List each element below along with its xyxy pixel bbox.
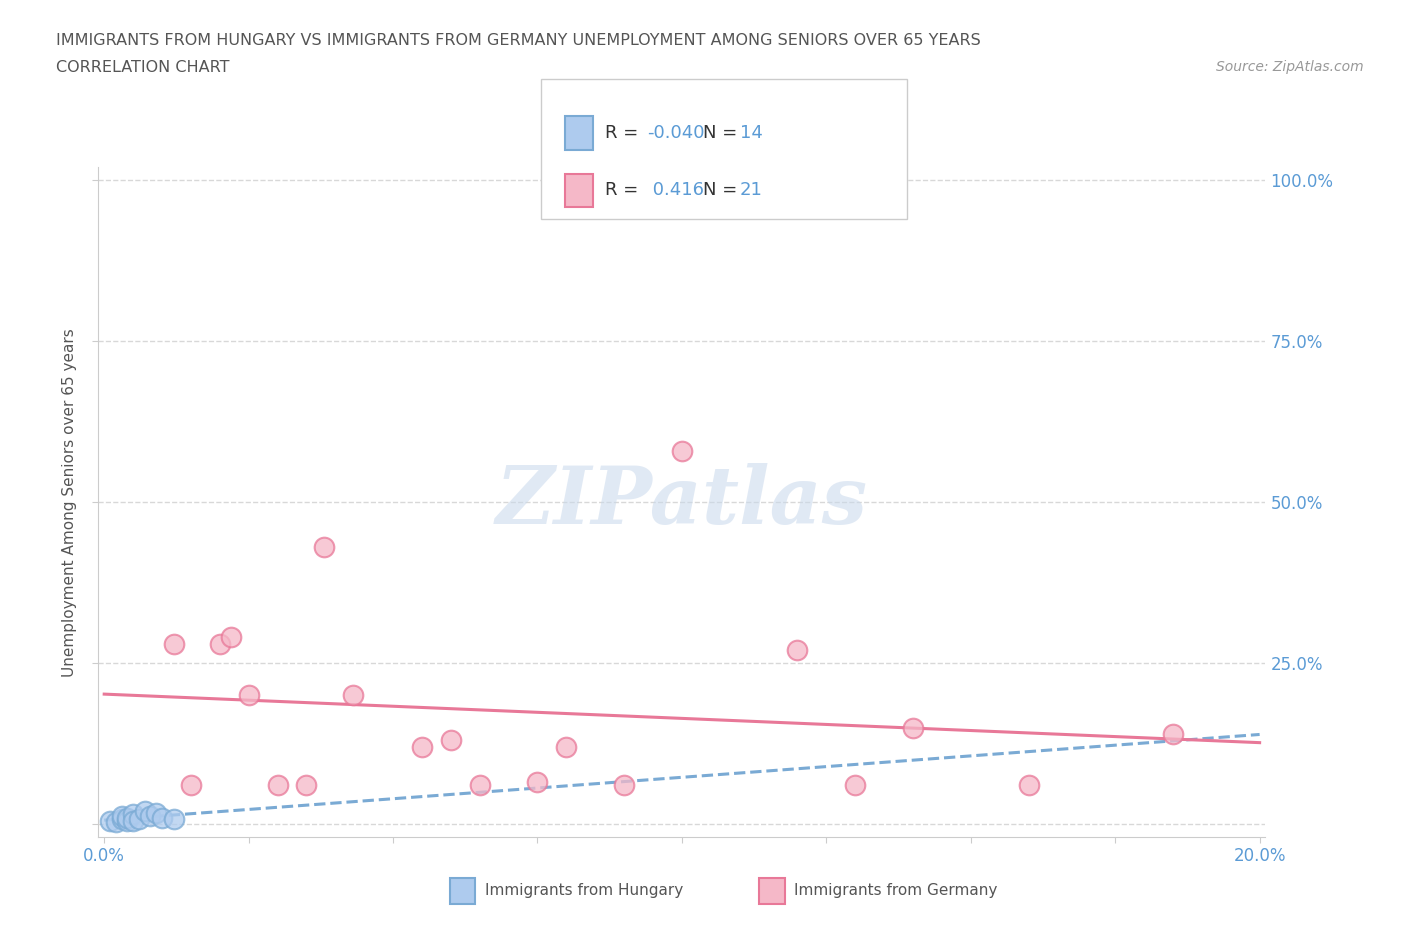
Text: R =: R =: [605, 181, 644, 199]
Point: [312, 539, 335, 554]
Point: [901, 720, 924, 735]
Point: [104, 815, 127, 830]
Text: 21: 21: [740, 181, 762, 199]
Point: [786, 643, 808, 658]
Point: [162, 812, 184, 827]
Point: [468, 778, 491, 793]
Point: [526, 775, 548, 790]
Text: IMMIGRANTS FROM HUNGARY VS IMMIGRANTS FROM GERMANY UNEMPLOYMENT AMONG SENIORS OV: IMMIGRANTS FROM HUNGARY VS IMMIGRANTS FR…: [56, 33, 981, 47]
Point: [440, 733, 463, 748]
Point: [844, 778, 866, 793]
Point: [613, 778, 636, 793]
Point: [1018, 778, 1040, 793]
Point: [139, 809, 162, 824]
Text: 0.416: 0.416: [647, 181, 704, 199]
Text: N =: N =: [703, 125, 742, 142]
Text: ZIPatlas: ZIPatlas: [496, 463, 868, 541]
Point: [134, 804, 156, 818]
Point: [1161, 726, 1184, 741]
Point: [98, 814, 121, 829]
Text: CORRELATION CHART: CORRELATION CHART: [56, 60, 229, 75]
Point: [238, 688, 260, 703]
Point: [671, 444, 693, 458]
Text: 14: 14: [740, 125, 762, 142]
Y-axis label: Unemployment Among Seniors over 65 years: Unemployment Among Seniors over 65 years: [62, 328, 77, 677]
Text: R =: R =: [605, 125, 644, 142]
Point: [411, 739, 433, 754]
Text: Immigrants from Hungary: Immigrants from Hungary: [485, 884, 683, 898]
Point: [162, 636, 184, 651]
Point: [208, 636, 231, 651]
Point: [117, 814, 139, 829]
Point: [221, 630, 243, 644]
Point: [110, 809, 132, 824]
Point: [266, 778, 288, 793]
Point: [122, 814, 145, 829]
Point: [342, 688, 364, 703]
Point: [150, 810, 173, 825]
Point: [117, 810, 139, 825]
Point: [110, 812, 132, 827]
Text: Immigrants from Germany: Immigrants from Germany: [794, 884, 998, 898]
Point: [122, 807, 145, 822]
Point: [145, 805, 167, 820]
Point: [295, 778, 318, 793]
Point: [555, 739, 578, 754]
Text: Source: ZipAtlas.com: Source: ZipAtlas.com: [1216, 60, 1364, 74]
Text: -0.040: -0.040: [647, 125, 704, 142]
Text: N =: N =: [703, 181, 742, 199]
Point: [180, 778, 202, 793]
Point: [128, 812, 150, 827]
